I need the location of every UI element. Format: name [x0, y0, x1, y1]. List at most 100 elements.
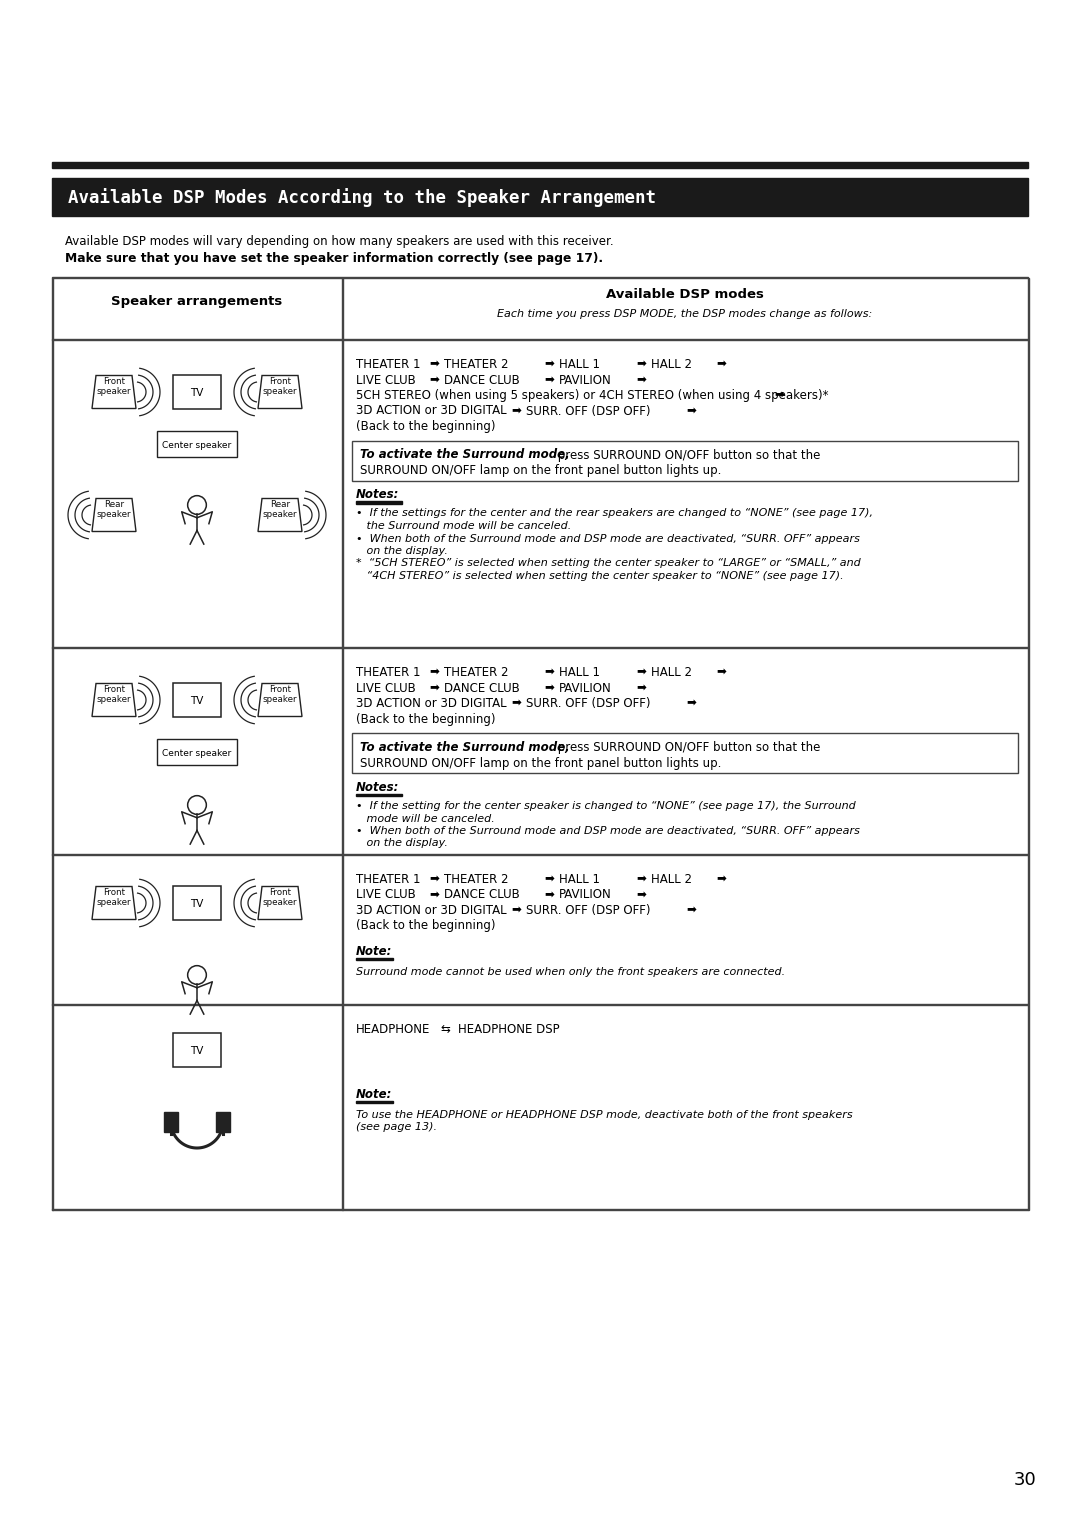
Bar — [164, 1112, 178, 1131]
Text: HALL 2: HALL 2 — [651, 358, 692, 372]
Text: ➡: ➡ — [686, 904, 696, 917]
Text: ➡: ➡ — [511, 405, 521, 417]
Text: Note:: Note: — [356, 945, 392, 959]
Text: PAVILION: PAVILION — [559, 682, 611, 694]
Text: press SURROUND ON/OFF button so that the: press SURROUND ON/OFF button so that the — [554, 448, 821, 462]
Bar — [356, 502, 402, 503]
Text: on the display.: on the display. — [356, 546, 448, 557]
Bar — [356, 1101, 393, 1102]
Text: speaker: speaker — [262, 387, 297, 396]
Text: ➡: ➡ — [716, 358, 726, 372]
Text: speaker: speaker — [262, 511, 297, 518]
Text: •  When both of the Surround mode and DSP mode are deactivated, “SURR. OFF” appe: • When both of the Surround mode and DSP… — [356, 826, 860, 836]
Bar — [216, 1112, 230, 1131]
Text: Front: Front — [103, 685, 125, 694]
Text: SURR. OFF (DSP OFF): SURR. OFF (DSP OFF) — [526, 904, 650, 917]
Bar — [173, 375, 221, 408]
Text: THEATER 1: THEATER 1 — [356, 358, 420, 372]
Text: SURR. OFF (DSP OFF): SURR. OFF (DSP OFF) — [526, 697, 650, 709]
Text: Notes:: Notes: — [356, 781, 400, 794]
Bar — [342, 278, 343, 1209]
Text: SURR. OFF (DSP OFF): SURR. OFF (DSP OFF) — [526, 405, 650, 417]
Text: 3D ACTION or 3D DIGITAL: 3D ACTION or 3D DIGITAL — [356, 904, 507, 917]
Text: 5CH STEREO (when using 5 speakers) or 4CH STEREO (when using 4 speakers)*: 5CH STEREO (when using 5 speakers) or 4C… — [356, 388, 828, 402]
Text: 30: 30 — [1014, 1471, 1037, 1489]
Text: ➡: ➡ — [544, 373, 554, 387]
Text: speaker: speaker — [97, 387, 132, 396]
Text: *  “5CH STEREO” is selected when setting the center speaker to “LARGE” or “SMALL: * “5CH STEREO” is selected when setting … — [356, 558, 861, 569]
Text: DANCE CLUB: DANCE CLUB — [444, 888, 519, 902]
Text: PAVILION: PAVILION — [559, 373, 611, 387]
Text: Rear: Rear — [270, 500, 291, 509]
Text: TV: TV — [190, 899, 204, 910]
Text: TV: TV — [190, 1046, 204, 1057]
Text: DANCE CLUB: DANCE CLUB — [444, 373, 519, 387]
Text: on the display.: on the display. — [356, 838, 448, 849]
Text: HALL 2: HALL 2 — [651, 873, 692, 885]
Text: ➡: ➡ — [429, 667, 438, 679]
Text: ➡: ➡ — [636, 873, 646, 885]
Text: Center speaker: Center speaker — [162, 440, 231, 450]
Text: ➡: ➡ — [636, 373, 646, 387]
Text: 3D ACTION or 3D DIGITAL: 3D ACTION or 3D DIGITAL — [356, 697, 507, 709]
Text: ➡: ➡ — [429, 358, 438, 372]
Text: ➡: ➡ — [544, 358, 554, 372]
Text: mode will be canceled.: mode will be canceled. — [356, 813, 495, 824]
Text: speaker: speaker — [97, 511, 132, 518]
Text: ➡: ➡ — [544, 888, 554, 902]
Text: ➡: ➡ — [686, 405, 696, 417]
Text: •  If the settings for the center and the rear speakers are changed to “NONE” (s: • If the settings for the center and the… — [356, 509, 873, 518]
Text: ➡: ➡ — [636, 682, 646, 694]
Text: Rear: Rear — [104, 500, 124, 509]
Bar — [352, 732, 1018, 774]
Text: LIVE CLUB: LIVE CLUB — [356, 888, 416, 902]
Text: HALL 1: HALL 1 — [559, 667, 600, 679]
Text: Notes:: Notes: — [356, 488, 400, 502]
Text: ➡: ➡ — [636, 888, 646, 902]
Text: ➡: ➡ — [636, 358, 646, 372]
Text: SURROUND ON/OFF lamp on the front panel button lights up.: SURROUND ON/OFF lamp on the front panel … — [360, 463, 721, 477]
Text: ➡: ➡ — [686, 697, 696, 709]
Text: THEATER 2: THEATER 2 — [444, 667, 509, 679]
Text: press SURROUND ON/OFF button so that the: press SURROUND ON/OFF button so that the — [554, 742, 821, 754]
Text: HALL 1: HALL 1 — [559, 358, 600, 372]
Text: •  If the setting for the center speaker is changed to “NONE” (see page 17), the: • If the setting for the center speaker … — [356, 801, 855, 810]
Text: (Back to the beginning): (Back to the beginning) — [356, 420, 496, 433]
Text: speaker: speaker — [262, 898, 297, 907]
Text: DANCE CLUB: DANCE CLUB — [444, 682, 519, 694]
Text: SURROUND ON/OFF lamp on the front panel button lights up.: SURROUND ON/OFF lamp on the front panel … — [360, 757, 721, 769]
Text: TV: TV — [190, 696, 204, 706]
Text: TV: TV — [190, 388, 204, 398]
Text: Available DSP Modes According to the Speaker Arrangement: Available DSP Modes According to the Spe… — [68, 188, 656, 208]
Bar — [356, 794, 402, 797]
Text: Available DSP modes will vary depending on how many speakers are used with this : Available DSP modes will vary depending … — [65, 235, 613, 248]
Text: ➡: ➡ — [429, 373, 438, 387]
Text: the Surround mode will be canceled.: the Surround mode will be canceled. — [356, 521, 571, 531]
Text: Front: Front — [103, 378, 125, 385]
Text: THEATER 2: THEATER 2 — [444, 358, 509, 372]
Text: ➡: ➡ — [429, 682, 438, 694]
Text: ➡: ➡ — [716, 873, 726, 885]
Text: HEADPHONE DSP: HEADPHONE DSP — [458, 1023, 559, 1037]
Text: ➡: ➡ — [544, 682, 554, 694]
Text: ➡: ➡ — [774, 388, 784, 402]
Text: Note:: Note: — [356, 1089, 392, 1101]
Bar — [157, 739, 237, 764]
Text: Surround mode cannot be used when only the front speakers are connected.: Surround mode cannot be used when only t… — [356, 966, 785, 977]
Text: speaker: speaker — [97, 696, 132, 703]
Bar — [52, 177, 1028, 216]
Text: LIVE CLUB: LIVE CLUB — [356, 373, 416, 387]
Text: •  When both of the Surround mode and DSP mode are deactivated, “SURR. OFF” appe: • When both of the Surround mode and DSP… — [356, 534, 860, 543]
Text: THEATER 1: THEATER 1 — [356, 873, 420, 885]
Text: Front: Front — [269, 685, 291, 694]
Bar — [173, 885, 221, 920]
Text: THEATER 1: THEATER 1 — [356, 667, 420, 679]
Bar — [52, 278, 53, 1209]
Text: Front: Front — [269, 888, 291, 898]
Text: ➡: ➡ — [544, 873, 554, 885]
Text: (Back to the beginning): (Back to the beginning) — [356, 919, 496, 933]
Text: HEADPHONE: HEADPHONE — [356, 1023, 430, 1037]
Text: Center speaker: Center speaker — [162, 749, 231, 757]
Text: ➡: ➡ — [429, 873, 438, 885]
Bar — [173, 683, 221, 717]
